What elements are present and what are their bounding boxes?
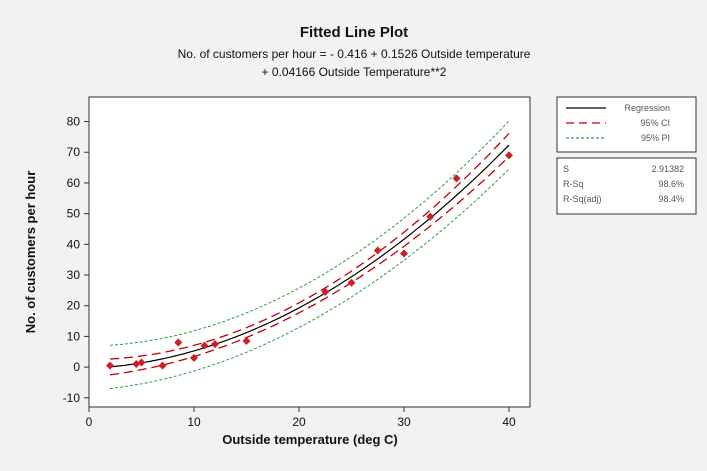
data-point <box>426 212 435 221</box>
data-point <box>158 361 167 370</box>
data-point <box>211 340 219 349</box>
stat-label: R-Sq <box>563 179 584 189</box>
data-point <box>400 249 408 258</box>
data-point <box>347 278 356 287</box>
x-tick-label: 40 <box>502 415 516 429</box>
legend-box <box>556 96 697 153</box>
legend-label: 95% PI <box>641 133 670 143</box>
y-tick-label: 20 <box>67 299 81 313</box>
legend-label: 95% CI <box>640 118 670 128</box>
x-tick-label: 0 <box>86 415 93 429</box>
ci-lower-line <box>109 156 510 376</box>
stat-value: 98.4% <box>658 194 684 204</box>
fit-statistics: S 2.91382 R-Sq 98.6% R-Sq(adj) 98.4% <box>563 164 684 204</box>
data-point <box>137 358 146 367</box>
data-point <box>174 338 183 347</box>
y-tick-label: -10 <box>63 391 81 405</box>
y-axis: -10 0 10 20 30 40 50 60 70 80 <box>63 115 89 405</box>
y-tick-label: 40 <box>67 237 81 251</box>
data-point <box>106 361 114 370</box>
data-point <box>190 353 198 362</box>
data-point <box>242 337 251 346</box>
chart-title: Fitted Line Plot <box>300 24 408 41</box>
data-point <box>373 246 382 255</box>
y-tick-label: 50 <box>67 207 81 221</box>
plot-area <box>88 96 531 408</box>
data-points <box>106 151 513 370</box>
legend: Regression 95% CI 95% PI <box>566 103 670 143</box>
data-point <box>505 151 513 160</box>
stats-box <box>556 157 697 215</box>
y-axis-label: No. of customers per hour <box>23 171 38 334</box>
regression-line-group <box>109 144 510 368</box>
stat-value: 98.6% <box>658 179 684 189</box>
y-tick-label: 0 <box>73 360 80 374</box>
regression-equation-line-2: + 0.04166 Outside Temperature**2 <box>262 65 447 79</box>
prediction-interval-bands <box>109 120 510 390</box>
data-point <box>452 174 461 183</box>
regression-equation-line-1: No. of customers per hour = - 0.416 + 0.… <box>178 47 531 61</box>
y-tick-label: 10 <box>67 329 81 343</box>
x-tick-label: 30 <box>397 415 411 429</box>
data-point <box>321 287 330 296</box>
y-tick-label: 80 <box>67 115 81 129</box>
x-axis-label: Outside temperature (deg C) <box>222 432 398 447</box>
x-tick-label: 10 <box>187 415 201 429</box>
y-tick-label: 60 <box>67 176 81 190</box>
y-tick-label: 30 <box>67 268 81 282</box>
x-axis: 0 10 20 30 40 <box>86 407 516 429</box>
legend-label: Regression <box>624 103 670 113</box>
y-tick-label: 70 <box>67 145 81 159</box>
confidence-interval-bands <box>109 132 510 376</box>
stat-label: R-Sq(adj) <box>563 194 602 204</box>
x-tick-label: 20 <box>292 415 306 429</box>
regression-line <box>109 144 510 368</box>
stat-label: S <box>563 164 569 174</box>
pi-lower-line <box>109 168 510 390</box>
data-point <box>200 341 209 350</box>
ci-upper-line <box>109 132 510 360</box>
pi-upper-line <box>109 120 510 346</box>
stat-value: 2.91382 <box>651 164 684 174</box>
